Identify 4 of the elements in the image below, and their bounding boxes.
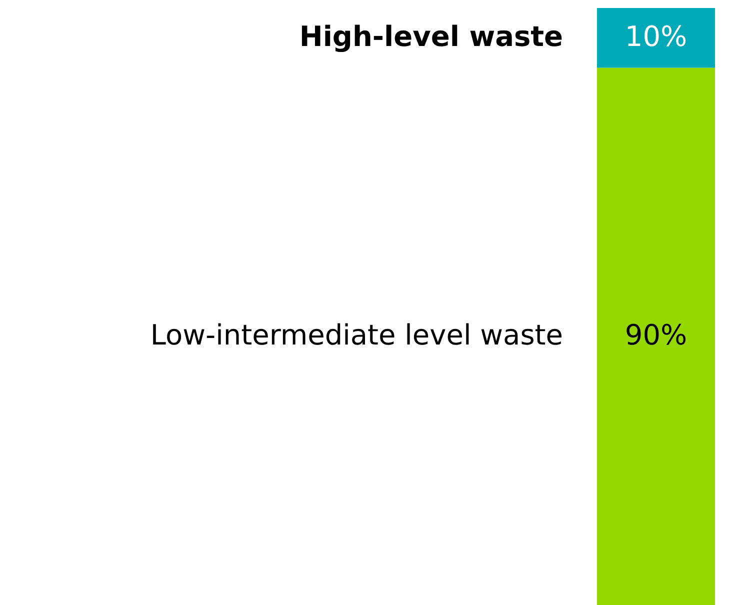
- data-label: 90%: [624, 318, 688, 352]
- series-label: Low-intermediate level waste: [150, 318, 563, 352]
- series-label: High-level waste: [299, 20, 563, 53]
- data-label: 10%: [624, 20, 688, 53]
